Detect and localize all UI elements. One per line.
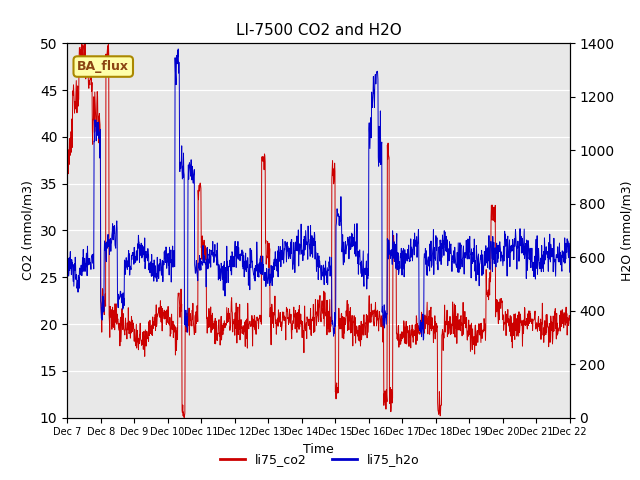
Title: LI-7500 CO2 and H2O: LI-7500 CO2 and H2O — [236, 23, 401, 38]
Legend: li75_co2, li75_h2o: li75_co2, li75_h2o — [215, 448, 425, 471]
X-axis label: Time: Time — [303, 443, 334, 456]
Y-axis label: CO2 (mmol/m3): CO2 (mmol/m3) — [21, 180, 35, 280]
Text: BA_flux: BA_flux — [77, 60, 129, 73]
Y-axis label: H2O (mmol/m3): H2O (mmol/m3) — [620, 180, 633, 281]
